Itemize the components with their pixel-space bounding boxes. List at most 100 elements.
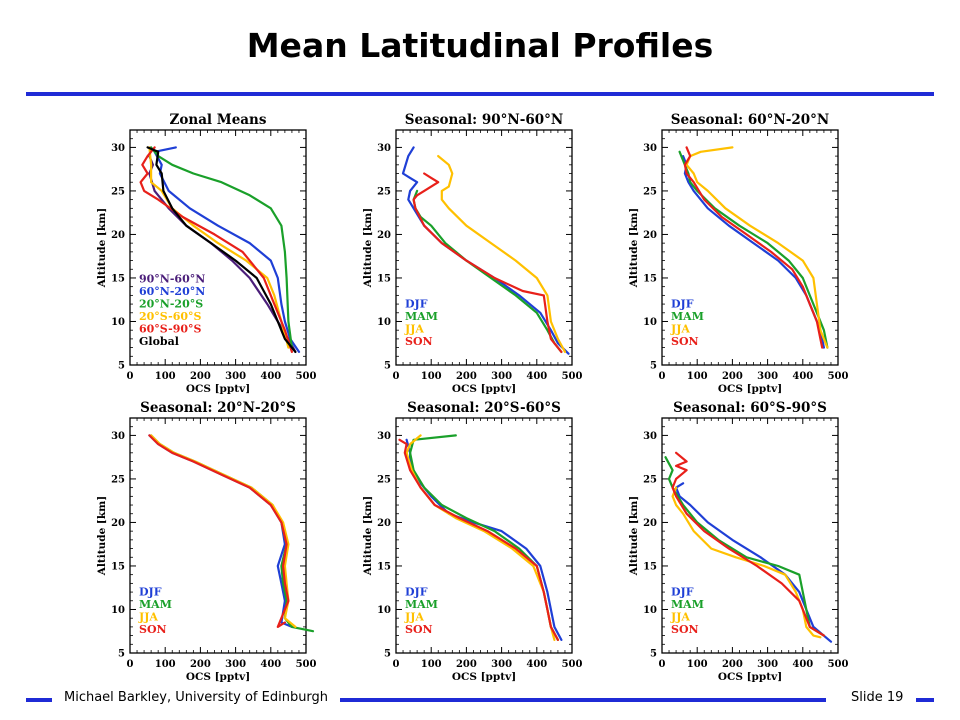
series-line-2	[664, 456, 826, 637]
x-tick-label: 300	[225, 371, 246, 382]
legend-entry: 90°N-60°N	[139, 273, 205, 286]
y-axis-label: Altitude [km]	[628, 496, 640, 576]
x-tick-label: 400	[792, 371, 813, 382]
x-tick-label: 0	[393, 659, 400, 670]
y-tick-label: 15	[111, 561, 125, 572]
y-tick-label: 30	[377, 143, 391, 154]
y-tick-label: 30	[643, 143, 657, 154]
x-tick-label: 500	[828, 659, 849, 670]
footer-author: Michael Barkley, University of Edinburgh	[64, 690, 329, 705]
legend-entry: MAM	[405, 598, 438, 611]
x-tick-label: 0	[393, 371, 400, 382]
series-line-4	[148, 146, 290, 349]
legend-entry: SON	[671, 623, 699, 636]
legend-entry: MAM	[139, 598, 172, 611]
series-line-3	[150, 146, 293, 349]
series-line-4	[671, 451, 826, 637]
y-tick-label: 15	[377, 561, 391, 572]
panel-title: Seasonal: 60°N-20°N	[671, 112, 829, 128]
y-tick-label: 15	[643, 561, 657, 572]
y-tick-label: 10	[111, 317, 125, 328]
y-tick-label: 25	[377, 474, 391, 485]
x-tick-label: 0	[659, 371, 666, 382]
panel-title: Seasonal: 90°N-60°N	[405, 112, 563, 128]
x-tick-label: 200	[722, 659, 743, 670]
y-axis-label: Altitude [km]	[96, 496, 108, 576]
footer-rule-right	[916, 698, 934, 702]
chart-panel-2: 0 100 200 300 400 500 5 10 15 20 25 30 Seasonal: 90°…	[362, 112, 582, 395]
y-tick-label: 30	[111, 431, 125, 442]
legend-entry: SON	[139, 623, 167, 636]
x-tick-label: 500	[296, 659, 317, 670]
legend-entry: JJA	[670, 323, 690, 336]
y-tick-label: 15	[111, 273, 125, 284]
y-tick-label: 10	[643, 317, 657, 328]
series-line-4	[412, 172, 563, 353]
x-tick-label: 100	[421, 371, 442, 382]
legend-entry: JJA	[404, 323, 424, 336]
series-line-4	[148, 434, 290, 629]
plot-frame	[661, 417, 839, 654]
series-line-2	[412, 189, 563, 353]
y-tick-label: 5	[384, 361, 391, 372]
y-tick-label: 25	[643, 186, 657, 197]
plot-frame	[129, 417, 307, 654]
x-tick-label: 200	[190, 659, 211, 670]
legend-entry: JJA	[404, 611, 424, 624]
x-tick-label: 400	[260, 659, 281, 670]
x-tick-label: 400	[526, 371, 547, 382]
panel-title: Zonal Means	[170, 112, 267, 128]
x-tick-label: 100	[687, 371, 708, 382]
y-tick-label: 20	[643, 230, 657, 241]
legend-entry: DJF	[671, 586, 694, 599]
plot-frame	[395, 129, 573, 366]
x-tick-label: 300	[757, 659, 778, 670]
y-tick-label: 5	[650, 649, 657, 660]
x-tick-label: 100	[421, 659, 442, 670]
y-axis-label: Altitude [km]	[362, 496, 374, 576]
x-tick-label: 100	[155, 371, 176, 382]
legend-entry: SON	[405, 335, 433, 348]
footer-rule-middle	[340, 698, 826, 702]
y-tick-label: 30	[377, 431, 391, 442]
y-tick-label: 15	[377, 273, 391, 284]
x-tick-label: 400	[260, 371, 281, 382]
chart-panel-1: 0 100 200 300 400 500 5 10 15 20 25 30 Zonal Means OC…	[96, 112, 316, 395]
x-axis-label: OCS [pptv]	[718, 383, 782, 395]
y-tick-label: 15	[643, 273, 657, 284]
legend-entry: MAM	[405, 310, 438, 323]
x-tick-label: 500	[828, 371, 849, 382]
footer-rule-left	[26, 698, 52, 702]
x-axis-label: OCS [pptv]	[718, 671, 782, 683]
x-tick-label: 200	[456, 371, 477, 382]
x-tick-label: 300	[757, 371, 778, 382]
x-tick-label: 200	[190, 371, 211, 382]
legend-entry: SON	[405, 623, 433, 636]
series-line-5	[139, 146, 293, 353]
x-tick-label: 500	[296, 371, 317, 382]
slide-title: Mean Latitudinal Profiles	[246, 26, 714, 65]
panel-title: Seasonal: 20°N-20°S	[140, 400, 296, 416]
chart-panel-6: 0 100 200 300 400 500 5 10 15 20 25 30 Seasonal: 60°…	[628, 400, 848, 683]
series-line-3	[685, 146, 829, 349]
y-tick-label: 30	[643, 431, 657, 442]
x-tick-label: 400	[792, 659, 813, 670]
series-line-3	[437, 155, 567, 353]
y-tick-label: 25	[377, 186, 391, 197]
legend-entry: MAM	[671, 598, 704, 611]
y-tick-label: 25	[111, 474, 125, 485]
x-tick-label: 400	[526, 659, 547, 670]
legend-entry: 20°S-60°S	[139, 310, 202, 323]
x-tick-label: 300	[225, 659, 246, 670]
y-tick-label: 25	[111, 186, 125, 197]
legend-entry: DJF	[405, 586, 428, 599]
y-tick-label: 5	[118, 649, 125, 660]
x-tick-label: 100	[687, 659, 708, 670]
legend-entry: DJF	[139, 586, 162, 599]
legend-entry: DJF	[671, 298, 694, 311]
y-tick-label: 25	[643, 474, 657, 485]
legend-entry: 60°S-90°S	[139, 323, 202, 336]
series-line-4	[683, 146, 824, 349]
legend-entry: DJF	[405, 298, 428, 311]
chart-panel-4: 0 100 200 300 400 500 5 10 15 20 25 30 Seasonal: 20°…	[96, 400, 316, 683]
